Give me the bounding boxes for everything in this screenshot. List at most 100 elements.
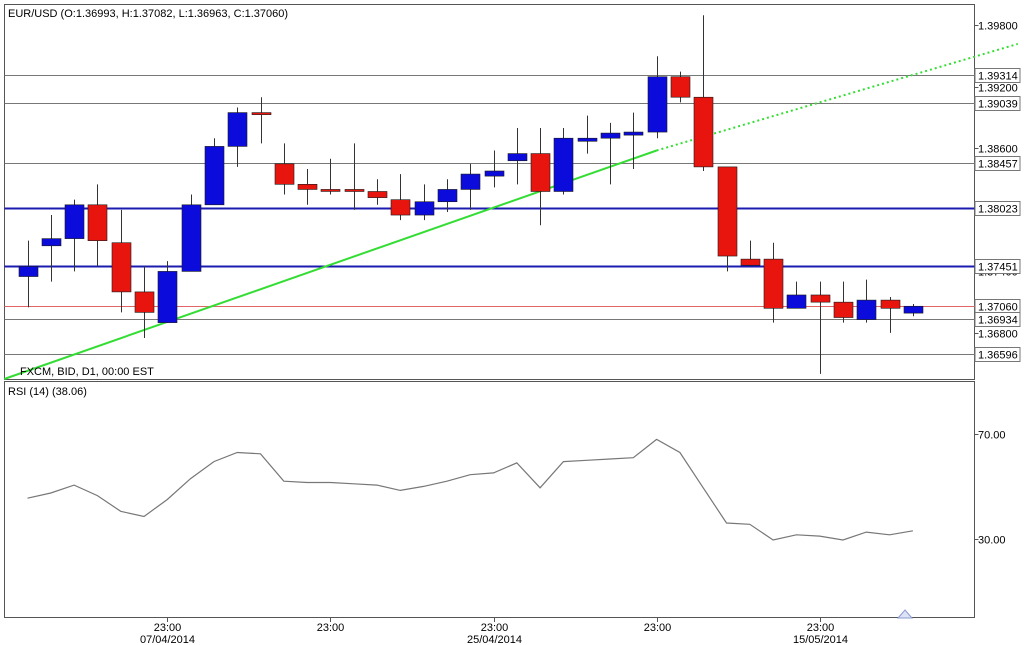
candle-body	[390, 199, 411, 216]
symbol-header: EUR/USD (O:1.36993, H:1.37082, L:1.36963…	[8, 8, 288, 20]
candle-body	[647, 76, 668, 133]
candle-bull	[484, 150, 505, 188]
candle-body	[320, 189, 341, 192]
price-panel[interactable]	[4, 4, 975, 380]
candle-bear	[320, 158, 341, 195]
candle-body	[437, 189, 458, 203]
candle-body	[484, 170, 505, 177]
candle-bull	[600, 122, 621, 185]
time-tick-label: 23:00	[481, 622, 509, 634]
candle-body	[717, 166, 738, 257]
price-tick-label: 1.39800	[978, 21, 1018, 33]
candle-body	[856, 299, 877, 320]
rsi-axis: 70.00 30.00	[974, 430, 1006, 547]
candle-body	[530, 153, 551, 192]
candle-bear	[344, 143, 365, 210]
rsi-line	[27, 438, 914, 541]
candle-body	[763, 258, 784, 309]
candle-bull	[460, 163, 481, 210]
level-label: 1.39039	[978, 99, 1018, 111]
candle-body	[134, 291, 155, 313]
candle-bull	[204, 138, 225, 206]
level-label-box	[974, 259, 1021, 274]
candle-body	[460, 173, 481, 190]
level-label-box	[974, 201, 1021, 216]
level-label-box	[974, 68, 1021, 83]
candle-bull	[903, 303, 924, 317]
candle-body	[64, 204, 85, 239]
candle-bull	[227, 107, 248, 167]
level-label: 1.36934	[978, 315, 1018, 327]
level-label-box	[974, 156, 1021, 171]
candle-body	[903, 305, 924, 314]
candle-body	[810, 294, 831, 303]
candle-body	[227, 112, 248, 147]
candle-bear	[833, 281, 854, 323]
date-tick-label: 25/04/2014	[467, 634, 522, 645]
level-label: 1.36596	[978, 350, 1018, 362]
candle-body	[623, 131, 644, 136]
scroll-marker-icon[interactable]	[896, 609, 914, 619]
candle-body	[157, 271, 178, 323]
rsi-series	[27, 438, 914, 541]
candle-body	[880, 299, 901, 309]
rsi-header: RSI (14) (38.06)	[8, 386, 87, 398]
candle-bear	[693, 15, 714, 171]
level-label-box	[974, 96, 1021, 111]
time-tick-label: 23:00	[807, 622, 835, 634]
candle-body	[111, 242, 132, 293]
candle-body	[18, 265, 39, 277]
candle-bear	[740, 240, 761, 267]
level-label-box	[974, 347, 1021, 362]
date-tick-label: 15/05/2014	[793, 634, 848, 645]
candle-bull	[41, 215, 62, 282]
candle-body	[786, 294, 807, 309]
candle-bear	[297, 168, 318, 205]
candle-body	[833, 301, 854, 318]
candle-bear	[251, 97, 272, 144]
candles	[18, 15, 924, 374]
candle-bull	[577, 115, 598, 154]
candle-bull	[856, 279, 877, 323]
candle-body	[297, 184, 318, 190]
time-tick-label: 23:00	[154, 622, 182, 634]
candle-bull	[157, 261, 178, 323]
candle-bear	[530, 127, 551, 226]
candle-body	[740, 258, 761, 266]
candle-body	[507, 153, 528, 162]
rsi-tick-label: 30.00	[978, 535, 1006, 547]
candle-body	[577, 137, 598, 142]
candle-body	[693, 96, 714, 168]
level-labels: 1.39314 1.39039 1.38457 1.38023 1.37451 1.370…	[974, 68, 1021, 362]
candle-bull	[64, 199, 85, 272]
candle-bear	[274, 143, 295, 195]
candle-bull	[181, 194, 202, 272]
candle-bull	[507, 127, 528, 185]
candle-bear	[87, 184, 108, 267]
candle-body	[87, 204, 108, 241]
rsi-tick-label: 70.00	[978, 430, 1006, 442]
candle-bear	[390, 174, 411, 221]
candle-bear	[810, 281, 831, 374]
candle-bear	[111, 209, 132, 313]
candle-bear	[717, 166, 738, 272]
candle-body	[181, 204, 202, 272]
candle-body	[600, 132, 621, 139]
candle-bear	[880, 297, 901, 333]
candle-bull	[18, 240, 39, 308]
candle-body	[367, 191, 388, 198]
price-tick-label: 1.39200	[978, 83, 1018, 95]
candle-body	[344, 189, 365, 192]
level-label: 1.38023	[978, 204, 1018, 216]
rsi-panel[interactable]	[4, 381, 975, 618]
candle-body	[553, 137, 574, 192]
candle-body	[41, 238, 62, 247]
candle-body	[204, 146, 225, 206]
time-tick-label: 23:00	[317, 622, 345, 634]
candle-bear	[763, 242, 784, 323]
candle-bull	[786, 281, 807, 309]
candle-body	[274, 163, 295, 185]
candle-bull	[414, 184, 435, 221]
